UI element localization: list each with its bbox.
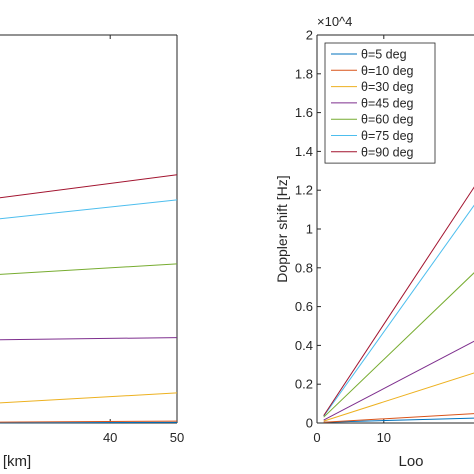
legend-entry: θ=60 deg bbox=[361, 113, 414, 127]
series-group bbox=[323, 186, 474, 423]
series-line bbox=[0, 199, 178, 220]
legend-entry: θ=5 deg bbox=[361, 48, 407, 62]
legend: θ=5 deg θ=10 deg θ=30 deg θ=45 deg θ=60 deg θ… bbox=[324, 42, 436, 164]
axes-box bbox=[0, 34, 178, 424]
series-line bbox=[323, 340, 474, 421]
y-tick-label: 0.6 bbox=[295, 299, 313, 314]
legend-entry: θ=90 deg bbox=[361, 145, 414, 159]
y-tick-label: 1.4 bbox=[295, 144, 313, 159]
y-tick-label: 1.6 bbox=[295, 105, 313, 120]
legend-entry: θ=45 deg bbox=[361, 96, 414, 110]
y-tick-label: 1.8 bbox=[295, 66, 313, 81]
x-tick-label: 40 bbox=[103, 430, 117, 445]
y-tick-label: 0 bbox=[306, 416, 313, 431]
y-tick-label: 0.4 bbox=[295, 338, 313, 353]
axes-box bbox=[316, 34, 474, 424]
y-tick-label: 0.2 bbox=[295, 377, 313, 392]
x-tick-label: 10 bbox=[377, 430, 391, 445]
y-exponent-label: ×10^4 bbox=[317, 14, 352, 29]
series-line bbox=[0, 337, 178, 341]
series-line bbox=[323, 204, 474, 417]
series-line bbox=[323, 372, 474, 422]
x-axis-label: [km] bbox=[3, 453, 31, 470]
x-tick-label: 50 bbox=[170, 430, 184, 445]
series-line bbox=[0, 421, 178, 424]
y-tick-label: 1 bbox=[306, 222, 313, 237]
series-group bbox=[0, 174, 178, 424]
x-axis-label: Loo bbox=[398, 453, 423, 470]
series-line bbox=[323, 417, 474, 423]
series-line bbox=[323, 272, 474, 418]
series-line bbox=[0, 392, 178, 404]
series-line bbox=[0, 174, 178, 199]
series-line bbox=[0, 420, 178, 423]
left-chart-panel: 40 50 [km] bbox=[0, 34, 184, 470]
series-line bbox=[323, 186, 474, 416]
x-tick-label: 0 bbox=[313, 430, 320, 445]
y-tick-label: 1.2 bbox=[295, 183, 313, 198]
legend-entry: θ=75 deg bbox=[361, 129, 414, 143]
y-axis-label: Doppler shift [Hz] bbox=[274, 175, 290, 282]
y-tick-label: 0.8 bbox=[295, 260, 313, 275]
series-line bbox=[323, 413, 474, 423]
y-tick-label: 2 bbox=[306, 28, 313, 43]
series-line bbox=[0, 263, 178, 275]
legend-entry: θ=10 deg bbox=[361, 64, 414, 78]
right-chart-panel: 0 10 0 0.2 0.4 0.6 0.8 1 1.2 1.4 1.6 1.8 2 Loo Doppler… bbox=[274, 14, 474, 470]
legend-entry: θ=30 deg bbox=[361, 80, 414, 94]
